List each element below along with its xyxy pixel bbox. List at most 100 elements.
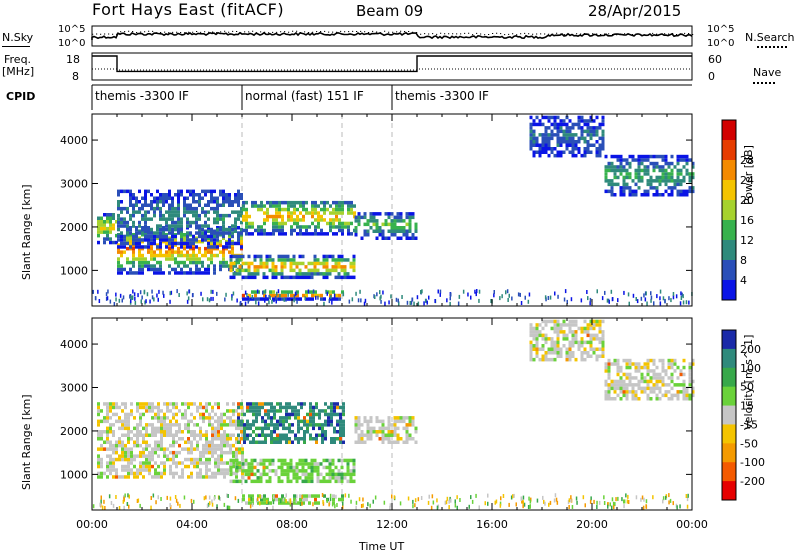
power-cell [144, 210, 147, 214]
velocity-cell [118, 440, 121, 444]
power-speckle [134, 296, 136, 301]
power-cell [162, 231, 165, 235]
power-cell [314, 228, 317, 233]
velocity-cell [169, 402, 172, 406]
power-cell [225, 241, 228, 246]
power-cell [556, 153, 560, 158]
velocity-cell [193, 423, 196, 427]
velocity-cell [226, 450, 229, 455]
velocity-cell [628, 372, 632, 377]
velocity-cell [214, 430, 217, 434]
velocity-speckle [389, 503, 392, 508]
power-cell [664, 189, 668, 194]
power-cell [129, 271, 132, 275]
power-cell [652, 179, 656, 183]
velocity-colorbar-tick: 100 [740, 362, 761, 375]
power-cell [195, 217, 198, 221]
power-cell [667, 193, 671, 197]
velocity-cell [337, 472, 341, 477]
velocity-cell [263, 494, 266, 498]
power-cell [296, 225, 299, 229]
power-cell [366, 219, 370, 223]
power-cell [298, 275, 302, 280]
velocity-speckle [285, 493, 287, 498]
velocity-cell [399, 419, 403, 424]
velocity-cell [595, 319, 599, 324]
power-speckle [420, 290, 422, 294]
velocity-cell [607, 358, 611, 363]
velocity-cell [243, 423, 246, 427]
velocity-cell [393, 426, 397, 431]
velocity-cell [303, 423, 306, 427]
power-cell [337, 272, 341, 276]
power-cell [372, 222, 376, 227]
velocity-cell [139, 464, 142, 469]
velocity-cell [187, 402, 190, 406]
power-cell [189, 241, 192, 246]
power-cell [198, 213, 201, 218]
velocity-cell [529, 323, 533, 327]
velocity-cell [181, 468, 184, 472]
velocity-cell [169, 457, 172, 462]
velocity-cell [586, 323, 590, 327]
power-cell [347, 221, 350, 226]
velocity-cell [220, 419, 223, 424]
velocity-cell [324, 419, 327, 424]
velocity-cell [142, 475, 145, 479]
velocity-speckle [412, 499, 414, 504]
velocity-cell [259, 458, 263, 463]
power-cell [378, 212, 382, 216]
power-cell [162, 271, 165, 275]
power-cell [332, 200, 335, 205]
power-cell [260, 204, 263, 208]
power-cell [544, 133, 548, 137]
power-cell [613, 154, 617, 159]
power-cell [637, 186, 641, 190]
velocity-cell [243, 426, 246, 431]
velocity-cell [175, 402, 178, 406]
power-cell [598, 136, 602, 141]
velocity-cell [316, 476, 320, 480]
power-cell [147, 210, 150, 214]
power-cell [637, 172, 641, 176]
velocity-speckle [454, 503, 457, 508]
power-cell [399, 212, 403, 216]
velocity-speckle [470, 495, 472, 500]
power-speckle [151, 295, 154, 300]
power-cell [180, 224, 183, 228]
velocity-cell [103, 402, 106, 406]
velocity-speckle [431, 494, 434, 499]
power-speckle [547, 296, 550, 300]
velocity-cell [220, 450, 223, 455]
power-cell [174, 234, 177, 239]
power-cell [237, 193, 240, 197]
power-cell [583, 153, 587, 158]
power-cell [301, 272, 305, 276]
power-cell [189, 210, 192, 214]
velocity-cell [289, 462, 293, 466]
power-cell [550, 133, 554, 137]
velocity-cell [133, 426, 136, 431]
power-cell [586, 143, 590, 147]
velocity-cell [214, 447, 217, 451]
velocity-cell [100, 443, 103, 448]
power-cell [195, 245, 198, 249]
velocity-cell [205, 471, 208, 476]
velocity-cell [160, 440, 163, 444]
velocity-cell [127, 457, 130, 462]
velocity-cell [688, 376, 692, 380]
power-speckle [274, 296, 277, 300]
power-cell [213, 220, 216, 225]
velocity-cell [288, 402, 291, 406]
velocity-colorbar-frame [721, 329, 737, 501]
velocity-speckle [360, 504, 363, 508]
power-cell [598, 153, 602, 158]
power-cell [334, 258, 338, 262]
power-cell [655, 186, 659, 190]
power-cell [547, 115, 551, 120]
power-cell [162, 227, 165, 232]
velocity-cell [309, 419, 312, 424]
velocity-cell [613, 362, 617, 366]
power-cell [106, 237, 109, 241]
power-cell [586, 140, 590, 144]
